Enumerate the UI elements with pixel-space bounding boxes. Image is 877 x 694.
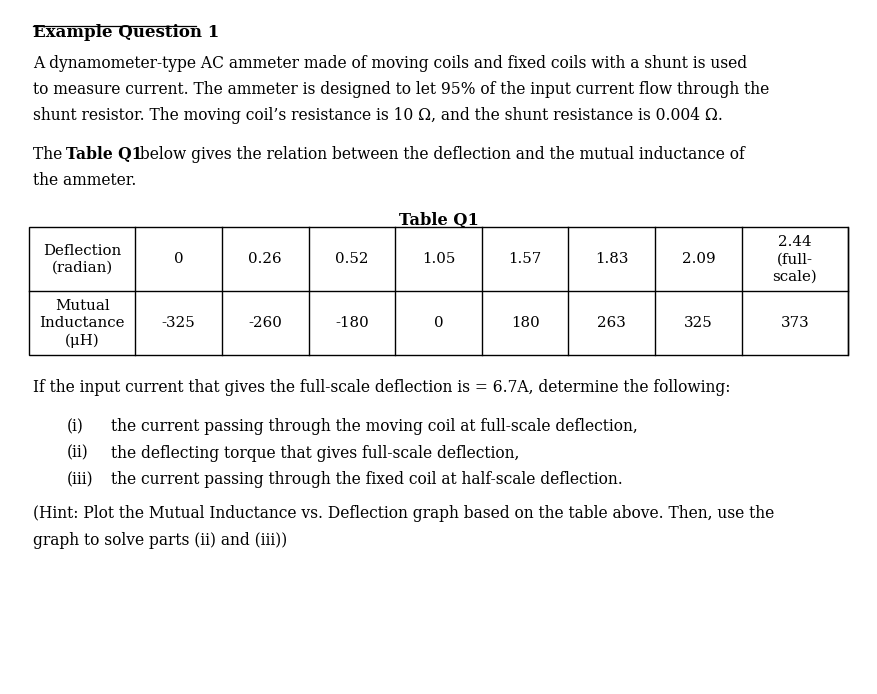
Text: 1.57: 1.57 — [509, 253, 542, 266]
Text: 2.09: 2.09 — [681, 253, 716, 266]
Text: the current passing through the moving coil at full-scale deflection,: the current passing through the moving c… — [111, 418, 638, 435]
Text: (μH): (μH) — [65, 333, 99, 348]
Bar — [29, 228, 848, 355]
Text: 0.26: 0.26 — [248, 253, 282, 266]
Text: The: The — [33, 146, 68, 162]
Text: 180: 180 — [510, 316, 539, 330]
Text: 263: 263 — [597, 316, 626, 330]
Text: shunt resistor. The moving coil’s resistance is 10 Ω, and the shunt resistance i: shunt resistor. The moving coil’s resist… — [33, 108, 724, 124]
Text: (radian): (radian) — [52, 261, 112, 275]
Text: graph to solve parts (ii) and (iii)): graph to solve parts (ii) and (iii)) — [33, 532, 288, 549]
Text: (full-: (full- — [777, 253, 813, 266]
Text: (ii): (ii) — [67, 445, 89, 462]
Text: A dynamometer-type AC ammeter made of moving coils and fixed coils with a shunt : A dynamometer-type AC ammeter made of mo… — [33, 55, 747, 71]
Text: scale): scale) — [773, 270, 817, 284]
Text: (Hint: Plot the Mutual Inductance vs. Deflection graph based on the table above.: (Hint: Plot the Mutual Inductance vs. De… — [33, 505, 774, 523]
Text: If the input current that gives the full-scale deflection is = 6.7A, determine t: If the input current that gives the full… — [33, 379, 731, 396]
Text: to measure current. The ammeter is designed to let 95% of the input current flow: to measure current. The ammeter is desig… — [33, 81, 770, 98]
Text: 325: 325 — [684, 316, 713, 330]
Text: 0: 0 — [434, 316, 443, 330]
Text: 0: 0 — [174, 253, 183, 266]
Text: the ammeter.: the ammeter. — [33, 172, 137, 189]
Text: 0.52: 0.52 — [335, 253, 368, 266]
Bar — [29, 228, 848, 355]
Text: Table Q1: Table Q1 — [398, 212, 479, 228]
Text: -180: -180 — [335, 316, 368, 330]
Text: (iii): (iii) — [67, 471, 93, 488]
Text: Deflection: Deflection — [43, 244, 121, 257]
Text: -325: -325 — [161, 316, 196, 330]
Text: 2.44: 2.44 — [778, 235, 812, 249]
Text: the deflecting torque that gives full-scale deflection,: the deflecting torque that gives full-sc… — [111, 445, 519, 462]
Text: Example Question 1: Example Question 1 — [33, 24, 219, 41]
Text: the current passing through the fixed coil at half-scale deflection.: the current passing through the fixed co… — [111, 471, 623, 488]
Text: 1.05: 1.05 — [422, 253, 455, 266]
Text: 1.83: 1.83 — [595, 253, 629, 266]
Text: below gives the relation between the deflection and the mutual inductance of: below gives the relation between the def… — [135, 146, 745, 162]
Text: (i): (i) — [67, 418, 83, 435]
Text: -260: -260 — [248, 316, 282, 330]
Text: Table Q1: Table Q1 — [66, 146, 143, 162]
Text: Inductance: Inductance — [39, 316, 125, 330]
Text: 373: 373 — [781, 316, 809, 330]
Text: Mutual: Mutual — [54, 299, 110, 313]
